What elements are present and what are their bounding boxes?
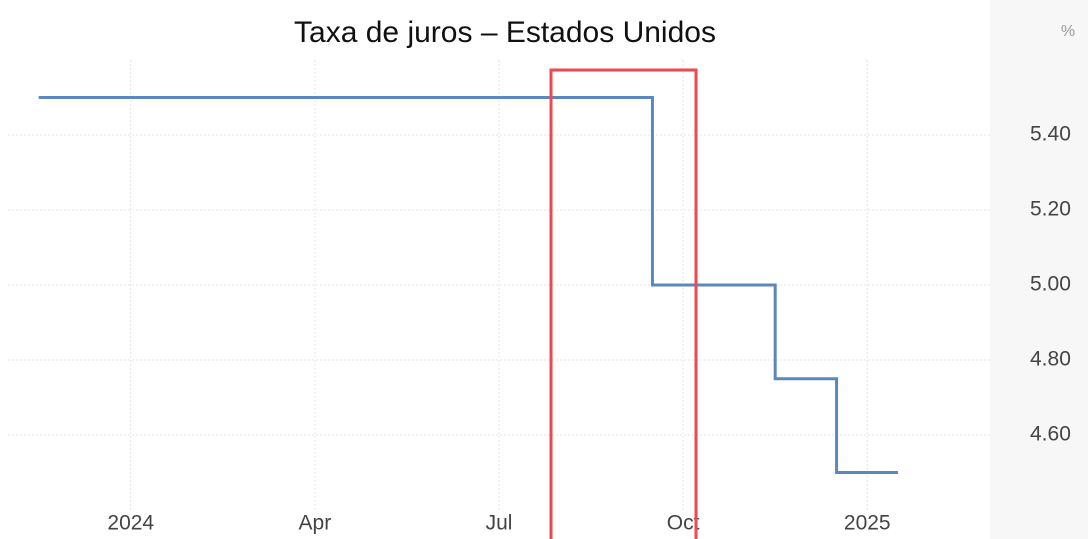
axis-panel: [990, 0, 1088, 539]
y-tick-label: 5.00: [1030, 273, 1071, 296]
data-line: [38, 96, 898, 474]
x-tick-label: Oct: [667, 512, 700, 535]
x-tick-label: 2025: [844, 512, 891, 535]
unit-label: %: [1061, 23, 1075, 40]
highlight-box: [549, 68, 698, 539]
y-tick-label: 4.80: [1030, 348, 1071, 371]
plot-area: 4.60 4.80 5.00 5.20 5.40 2024 Apr Jul Oct 2025: [8, 60, 1071, 535]
chart-title: Taxa de juros – Estados Unidos: [294, 16, 716, 49]
x-tick-label: 2024: [107, 512, 154, 535]
y-tick-label: 5.40: [1030, 123, 1071, 146]
y-tick-label: 4.60: [1030, 423, 1071, 446]
x-tick-label: Apr: [299, 512, 332, 535]
x-tick-label: Jul: [486, 512, 513, 535]
y-tick-label: 5.20: [1030, 198, 1071, 221]
